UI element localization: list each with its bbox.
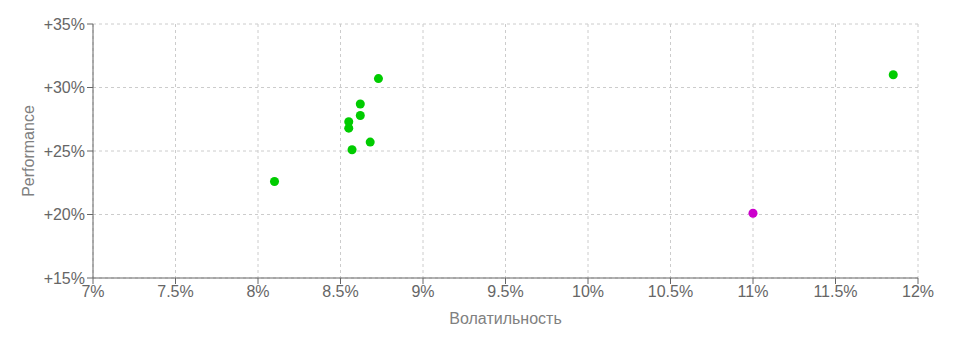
svg-text:10.5%: 10.5% xyxy=(648,283,693,300)
svg-text:+30%: +30% xyxy=(44,79,85,96)
svg-text:+15%: +15% xyxy=(44,270,85,287)
svg-text:Performance: Performance xyxy=(20,105,37,197)
svg-text:10%: 10% xyxy=(572,283,604,300)
svg-text:11%: 11% xyxy=(738,283,769,300)
svg-text:12%: 12% xyxy=(902,283,934,300)
svg-text:+35%: +35% xyxy=(44,16,85,33)
svg-text:9%: 9% xyxy=(411,283,434,300)
svg-text:8%: 8% xyxy=(246,283,269,300)
svg-text:+25%: +25% xyxy=(44,143,85,160)
svg-text:9.5%: 9.5% xyxy=(487,283,523,300)
svg-text:7%: 7% xyxy=(81,283,105,301)
svg-text:8.5%: 8.5% xyxy=(322,283,358,300)
svg-text:11.5%: 11.5% xyxy=(813,283,857,300)
svg-text:Волатильность: Волатильность xyxy=(449,310,561,327)
svg-text:+20%: +20% xyxy=(44,206,85,223)
svg-text:7.5%: 7.5% xyxy=(157,283,193,300)
